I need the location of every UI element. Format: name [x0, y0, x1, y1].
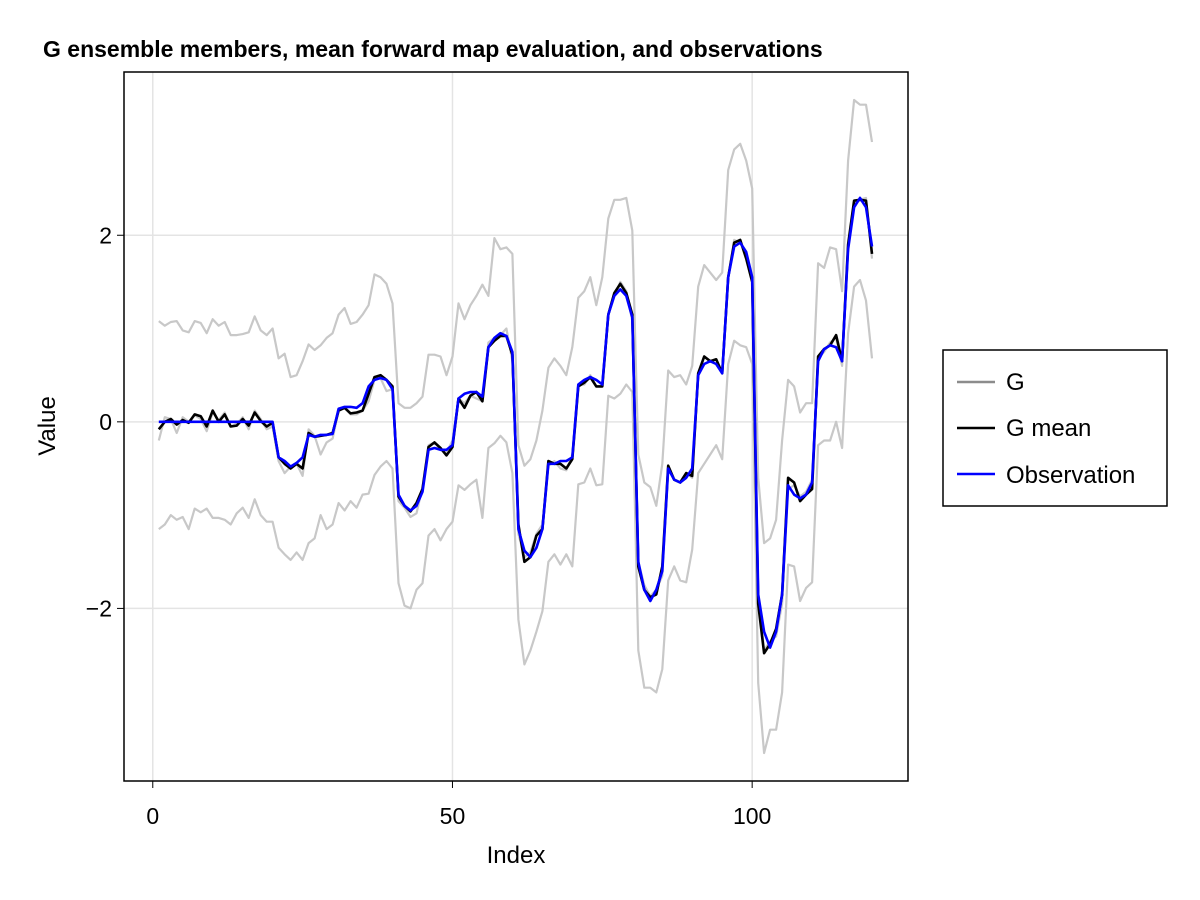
plot-frame	[123, 71, 909, 782]
plot-lines	[157, 98, 874, 755]
legend-label-g-mean: G mean	[1006, 415, 1091, 442]
series-line-g-1	[158, 98, 874, 545]
y-axis: −2 0 2	[86, 222, 124, 621]
y-tick-label: −2	[86, 595, 112, 621]
legend-label-g: G	[1006, 369, 1025, 396]
legend: G G mean Observation	[942, 349, 1168, 507]
legend-box	[942, 349, 1168, 507]
chart-title: G ensemble members, mean forward map eva…	[43, 36, 823, 62]
x-tick-label: 50	[440, 803, 466, 829]
legend-label-observation: Observation	[1006, 462, 1135, 489]
x-axis: 0 50 100	[146, 781, 771, 829]
x-tick-label: 100	[733, 803, 771, 829]
series-line-observation	[158, 196, 874, 649]
y-axis-label: Value	[34, 396, 61, 456]
x-axis-label: Index	[487, 842, 546, 869]
y-tick-label: 2	[99, 222, 112, 248]
x-tick-label: 0	[146, 803, 159, 829]
y-tick-label: 0	[99, 409, 112, 435]
series-line-g-2	[158, 278, 874, 755]
